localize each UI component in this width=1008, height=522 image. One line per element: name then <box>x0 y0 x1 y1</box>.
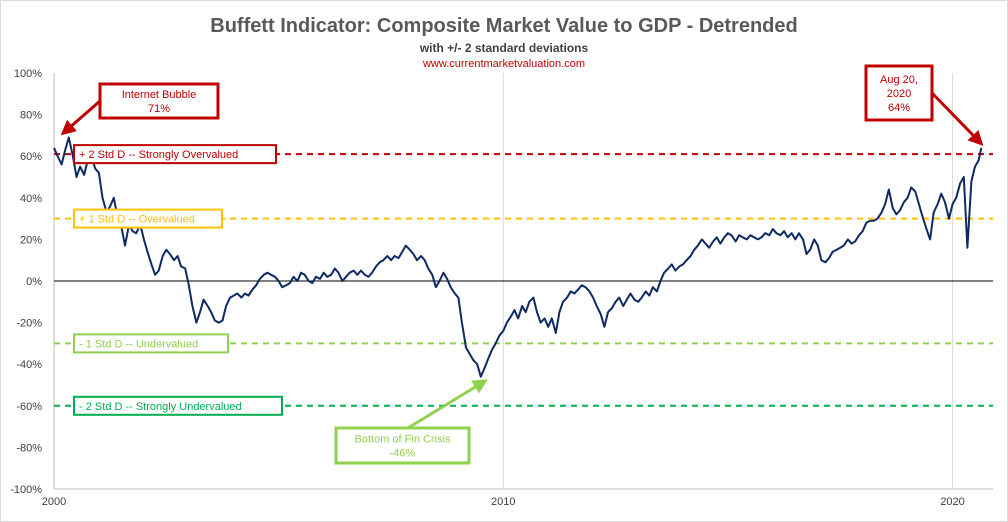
series-layer <box>53 136 983 378</box>
annotation-arrow <box>60 99 101 136</box>
y-tick-label: 60% <box>20 151 42 163</box>
std-dev-label: - 2 Std D -- Strongly Undervalued <box>79 401 242 413</box>
y-tick-label: -100% <box>10 484 42 496</box>
annotation-arrow <box>930 91 984 146</box>
annotations: Internet Bubble 71% Bottom of Fin Crisis -4… <box>60 64 984 465</box>
x-tick-label: 2020 <box>940 496 964 508</box>
annotation-text: 64% <box>888 102 910 114</box>
series-line <box>53 136 983 378</box>
y-tick-label: 80% <box>20 110 42 122</box>
y-tick-label: 40% <box>20 193 42 205</box>
annotation-text: 2020 <box>887 88 911 100</box>
std-dev-label-box <box>73 333 229 354</box>
y-tick-label: 20% <box>20 234 42 246</box>
annotation-text: -46% <box>390 448 416 460</box>
annotation-arrow <box>407 379 488 430</box>
axes: -100% -80% -60% -40% -20% 0% 20% 40% 60% 80% 100% 2… <box>10 68 993 508</box>
annotation-text: Internet Bubble <box>122 89 197 101</box>
annotation-text: Aug 20, <box>880 74 918 86</box>
std-dev-label-box <box>73 144 277 165</box>
annotation-box <box>864 64 934 122</box>
std-dev-label: - 1 Std D -- Undervalued <box>79 338 198 350</box>
y-tick-label: 0% <box>26 276 42 288</box>
annotation-box <box>98 82 220 120</box>
std-dev-label: + 1 Std D -- Overvalued <box>79 214 195 226</box>
x-tick-label: 2000 <box>42 496 66 508</box>
reference-lines <box>54 153 993 407</box>
std-dev-label-box <box>73 395 283 416</box>
std-dev-label-box <box>73 208 223 229</box>
y-tick-label: -20% <box>16 318 42 330</box>
annotation-text: Bottom of Fin Crisis <box>355 434 451 446</box>
y-tick-label: 100% <box>14 68 42 80</box>
y-tick-label: -80% <box>16 442 42 454</box>
y-tick-label: -40% <box>16 359 42 371</box>
x-tick-label: 2010 <box>491 496 515 508</box>
chart-source: www.currentmarketvaluation.com <box>422 58 585 70</box>
chart-subtitle: with +/- 2 standard deviations <box>419 41 589 55</box>
chart-title: Buffett Indicator: Composite Market Valu… <box>210 15 797 37</box>
y-tick-label: -60% <box>16 401 42 413</box>
reference-labels: + 2 Std D -- Strongly Overvalued + 1 Std … <box>73 144 283 416</box>
std-dev-label: + 2 Std D -- Strongly Overvalued <box>79 149 238 161</box>
annotation-box <box>334 426 471 465</box>
annotation-text: 71% <box>148 103 170 115</box>
